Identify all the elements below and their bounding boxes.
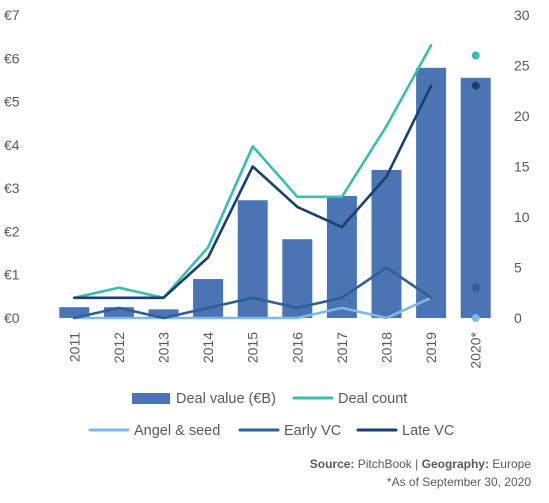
point-deal-count-2020 <box>471 51 480 60</box>
y-left-tick-label: €6 <box>4 50 20 66</box>
geography-value: Europe <box>492 457 531 471</box>
x-tick-label: 2020* <box>468 331 484 368</box>
y-right-tick-label: 30 <box>514 7 530 23</box>
line-early-vc <box>73 266 433 320</box>
point-early-vc-2020 <box>471 283 480 292</box>
y-right-tick-label: 10 <box>514 209 530 225</box>
x-tick-label: 2016 <box>289 332 305 363</box>
y-right-tick-label: 15 <box>514 159 530 175</box>
y-right-tick-label: 25 <box>514 58 530 74</box>
y-left-tick-label: €7 <box>4 7 20 23</box>
legend-label-early-vc: Early VC <box>284 423 341 439</box>
legend-label-deal-value-b: Deal value (€B) <box>176 391 276 407</box>
y-left-tick-label: €2 <box>4 223 20 239</box>
bar-deal-value <box>416 67 447 319</box>
bar-deal-value <box>103 307 134 318</box>
x-tick-label: 2012 <box>111 332 127 363</box>
x-tick-label: 2011 <box>66 332 82 362</box>
x-tick-label: 2017 <box>334 332 350 363</box>
legend-swatch-deal-value-b <box>132 393 170 404</box>
source-line: Source: PitchBook | Geography: Europe <box>310 457 531 471</box>
source-label: Source: <box>309 457 355 471</box>
y-left-tick-label: €5 <box>4 94 20 110</box>
y-left-tick-label: €4 <box>4 137 20 153</box>
bar-deal-value <box>193 279 224 318</box>
line-late-vc <box>73 84 433 300</box>
y-right-tick-label: 20 <box>514 108 530 124</box>
y-left-tick-label: €3 <box>4 180 20 196</box>
x-tick-label: 2013 <box>156 332 172 363</box>
y-left-tick-label: €0 <box>4 310 20 326</box>
legend-label-deal-count: Deal count <box>338 391 407 407</box>
source-value: PitchBook <box>357 457 412 471</box>
y-right-tick-label: 0 <box>514 310 522 326</box>
line-deal-count <box>73 43 433 300</box>
bar-deal-value <box>371 169 402 318</box>
legend-label-late-vc: Late VC <box>402 423 454 439</box>
point-late-vc-2020 <box>471 81 480 90</box>
x-tick-label: 2018 <box>379 332 395 363</box>
point-angel-seed-2020 <box>471 314 480 322</box>
x-tick-label: 2014 <box>200 332 216 363</box>
bar-deal-value <box>460 77 491 318</box>
footnote: *As of September 30, 2020 <box>386 475 531 489</box>
x-tick-label: 2019 <box>423 332 439 363</box>
y-right-tick-label: 5 <box>514 260 522 276</box>
y-left-tick-label: €1 <box>4 267 20 283</box>
bar-deal-value <box>148 309 179 318</box>
source-separator: | <box>415 457 419 471</box>
legend-label-angel-seed: Angel & seed <box>134 423 220 439</box>
bar-deal-value <box>59 307 90 318</box>
line-angel-seed <box>73 296 433 320</box>
geography-label: Geography: <box>421 457 489 471</box>
x-tick-label: 2015 <box>245 332 261 363</box>
